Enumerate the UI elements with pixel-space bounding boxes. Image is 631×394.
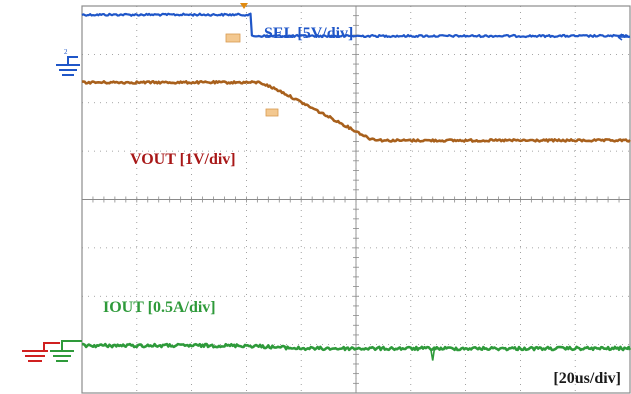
trace-sel bbox=[81, 12, 631, 39]
iout-spike bbox=[429, 346, 436, 361]
plot-frame bbox=[81, 5, 631, 394]
vout-ground-marker-icon bbox=[22, 342, 60, 362]
grid bbox=[81, 5, 631, 394]
svg-text:2: 2 bbox=[64, 48, 68, 56]
trace-iout bbox=[81, 342, 631, 352]
trigger-marker-icon bbox=[240, 3, 248, 9]
series-label-iout: IOUT [0.5A/div] bbox=[103, 299, 216, 316]
iout-ground-marker-icon bbox=[50, 340, 82, 362]
traces bbox=[81, 12, 631, 361]
timebase-label: [20us/div] bbox=[553, 370, 621, 387]
series-label-vout: VOUT [1V/div] bbox=[130, 151, 236, 168]
vout-cursor-tag bbox=[265, 108, 279, 117]
trace-vout bbox=[81, 80, 631, 143]
series-label-sel: SEL [5V/div] bbox=[264, 25, 353, 42]
sel-cursor-tag bbox=[225, 33, 241, 43]
sel-ground-marker-icon: 2 bbox=[56, 48, 80, 76]
